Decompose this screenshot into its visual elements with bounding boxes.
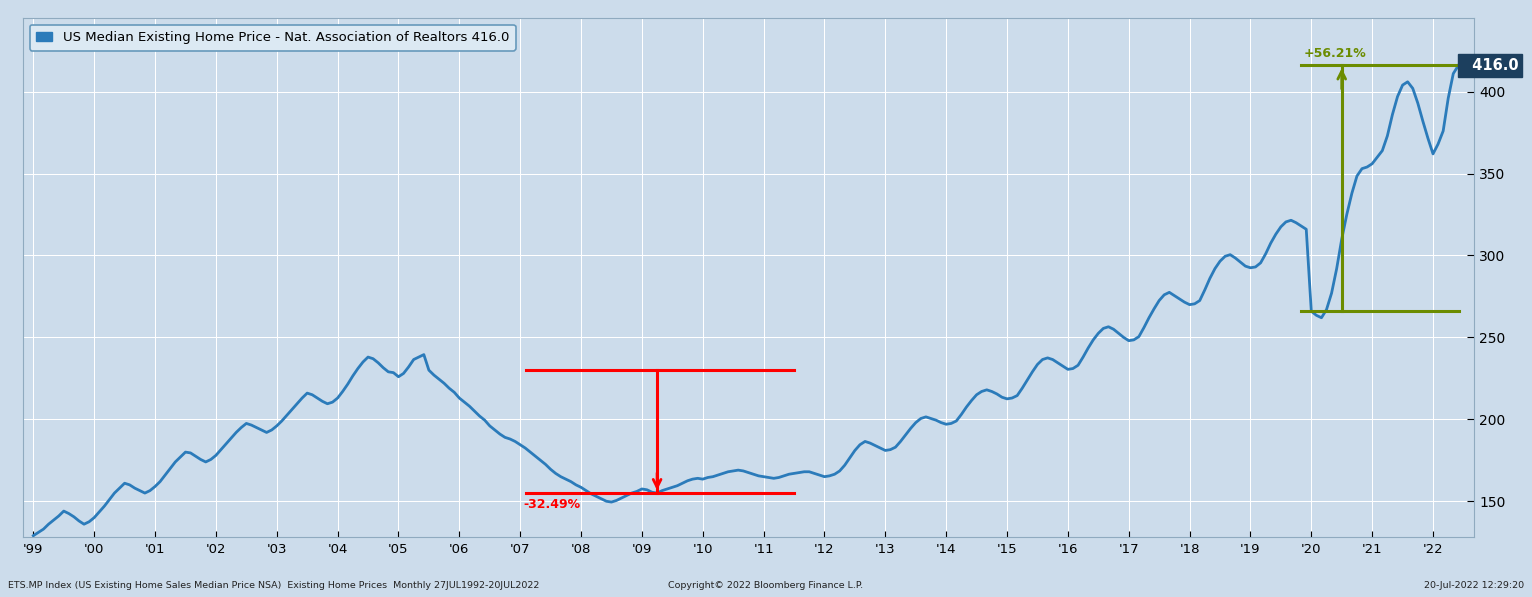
Text: ETS.MP Index (US Existing Home Sales Median Price NSA)  Existing Home Prices  Mo: ETS.MP Index (US Existing Home Sales Med… xyxy=(8,581,539,590)
Text: 20-Jul-2022 12:29:20: 20-Jul-2022 12:29:20 xyxy=(1425,581,1524,590)
Text: Copyright© 2022 Bloomberg Finance L.P.: Copyright© 2022 Bloomberg Finance L.P. xyxy=(668,581,864,590)
Legend: US Median Existing Home Price - Nat. Association of Realtors 416.0: US Median Existing Home Price - Nat. Ass… xyxy=(29,24,516,51)
Text: +56.21%: +56.21% xyxy=(1304,47,1367,60)
Text: 416.0: 416.0 xyxy=(1462,58,1518,73)
Text: -32.49%: -32.49% xyxy=(524,498,581,511)
